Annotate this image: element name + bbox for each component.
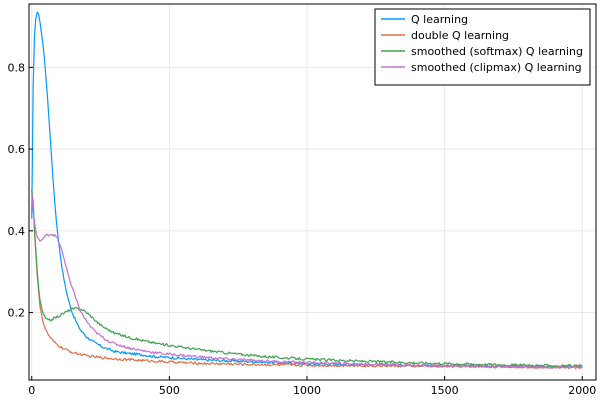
plot-frame	[28, 3, 597, 381]
x-tick-label: 1500	[431, 384, 459, 397]
legend-box	[374, 8, 591, 86]
y-tick-label: 0.2	[8, 307, 26, 320]
series-line	[31, 189, 583, 368]
y-tick-label: 0.4	[8, 225, 26, 238]
legend-label: smoothed (softmax) Q learning	[411, 45, 583, 58]
series-line	[31, 189, 583, 369]
series-layer	[31, 11, 583, 370]
legend-label: double Q learning	[411, 29, 509, 42]
x-tick-label: 500	[159, 384, 180, 397]
x-tick-label: 2000	[568, 384, 596, 397]
y-tick-label: 0.6	[8, 143, 26, 156]
axis-ticks: 0 500 1000 1500 2000 0.2 0.4 0.6 0.8	[8, 61, 597, 397]
y-tick-label: 0.8	[8, 61, 26, 74]
series-line	[31, 193, 583, 370]
legend: Q learning double Q learning smoothed (sof…	[374, 8, 591, 86]
x-tick-label: 0	[28, 384, 35, 397]
legend-label: smoothed (clipmax) Q learning	[411, 61, 582, 74]
x-tick-label: 1000	[293, 384, 321, 397]
legend-label: Q learning	[411, 13, 468, 26]
